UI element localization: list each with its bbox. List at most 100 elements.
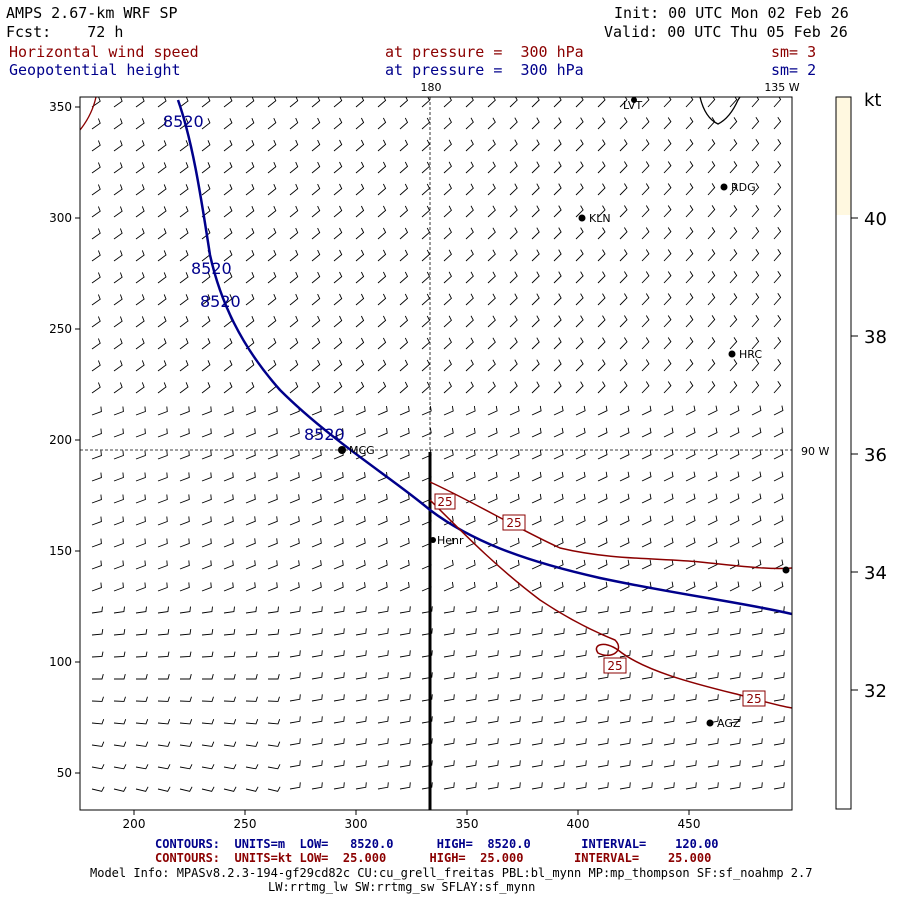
wind-barb xyxy=(531,117,540,130)
wind-barb xyxy=(619,628,631,636)
wind-barb xyxy=(421,359,431,372)
wind-barb xyxy=(575,738,587,746)
wind-barb xyxy=(575,271,584,284)
wind-barb xyxy=(707,628,719,636)
wind-barb xyxy=(135,651,148,658)
wind-barb xyxy=(751,205,760,218)
wind-barb xyxy=(641,117,650,130)
wind-barb xyxy=(113,338,123,350)
wind-barb xyxy=(751,315,760,328)
wind-barb xyxy=(311,650,323,658)
wind-barb xyxy=(663,271,672,284)
wind-barb xyxy=(443,227,452,240)
wind-barb xyxy=(443,205,452,218)
wind-barb xyxy=(685,515,696,526)
wind-barbs xyxy=(91,97,785,792)
wind-barb xyxy=(597,672,609,680)
wind-barb xyxy=(289,205,299,218)
wind-barb xyxy=(91,162,101,174)
wind-barb xyxy=(465,782,477,790)
wind-barb xyxy=(267,140,277,152)
wind-barb xyxy=(465,581,476,592)
wind-barb xyxy=(135,272,145,284)
wind-barb xyxy=(267,228,277,240)
wind-barb xyxy=(773,471,784,482)
wind-barb xyxy=(443,183,452,196)
wind-barb xyxy=(443,359,452,372)
wind-barb xyxy=(333,494,344,504)
wind-barb xyxy=(729,183,738,196)
wind-barb xyxy=(707,471,718,482)
wind-barb xyxy=(355,516,366,526)
wind-barb xyxy=(465,606,477,614)
wind-label: 25 xyxy=(746,692,761,706)
wind-barb xyxy=(267,538,278,548)
wind-barb xyxy=(509,381,518,394)
colorbar-tick-34: 34 xyxy=(864,563,887,584)
wind-barb xyxy=(773,405,784,416)
wind-barb xyxy=(201,184,211,196)
wind-barb xyxy=(751,628,763,636)
wind-barb xyxy=(443,672,455,680)
wind-barb xyxy=(333,97,343,108)
wind-barb xyxy=(685,471,696,482)
wind-barb xyxy=(685,537,696,548)
wind-barb xyxy=(223,472,234,482)
wind-barb xyxy=(245,162,255,174)
wind-barb xyxy=(421,161,431,174)
wind-barb xyxy=(377,650,389,658)
wind-barb xyxy=(663,205,672,218)
wind-barb xyxy=(663,427,674,438)
wind-barb xyxy=(707,559,718,570)
wind-barb xyxy=(311,315,321,328)
wind-barb xyxy=(487,293,496,306)
wind-barb xyxy=(773,117,782,130)
wind-barb xyxy=(157,582,168,592)
wind-barb xyxy=(421,760,433,768)
wind-barb xyxy=(487,337,496,350)
wind-barb xyxy=(355,760,367,768)
wind-barb xyxy=(377,782,389,790)
station-agz: AGZ xyxy=(717,717,741,730)
wind-barb xyxy=(729,249,738,262)
wind-barb xyxy=(509,716,521,724)
wind-barb xyxy=(553,694,565,702)
wind-barb xyxy=(641,672,653,680)
wind-barb xyxy=(224,673,236,680)
wind-barb xyxy=(245,764,259,770)
wind-barb xyxy=(773,760,785,768)
wind-barb xyxy=(377,716,389,724)
wind-barb xyxy=(773,493,784,504)
wind-barb xyxy=(223,97,233,108)
wind-barb xyxy=(91,184,101,196)
wind-barb xyxy=(135,450,146,460)
wind-barb xyxy=(289,381,299,394)
wind-barb xyxy=(663,760,675,768)
wind-barb xyxy=(531,161,540,174)
wind-barb xyxy=(267,316,277,328)
wind-barb xyxy=(531,782,543,790)
wind-barb xyxy=(531,227,540,240)
wind-barb xyxy=(553,782,565,790)
wind-barb xyxy=(113,206,123,218)
wind-barb xyxy=(289,628,301,636)
lon-label-90w: 90 W xyxy=(801,445,829,458)
wind-barb xyxy=(223,494,234,504)
wind-barb xyxy=(289,249,299,262)
wind-barb xyxy=(223,250,233,262)
wind-barb xyxy=(377,97,387,108)
wind-barb xyxy=(421,227,431,240)
wind-barb xyxy=(333,315,343,328)
wind-barb xyxy=(487,694,499,702)
wind-barb xyxy=(355,315,365,328)
wind-barb xyxy=(289,117,299,130)
wind-barb xyxy=(289,227,299,240)
wind-barb xyxy=(465,628,477,636)
colorbar-tick-38: 38 xyxy=(864,327,887,348)
wind-barb xyxy=(597,359,606,372)
wind-barb xyxy=(179,272,189,284)
wind-barb xyxy=(157,97,167,108)
wind-barb xyxy=(157,118,167,130)
wind-barb xyxy=(509,405,520,416)
